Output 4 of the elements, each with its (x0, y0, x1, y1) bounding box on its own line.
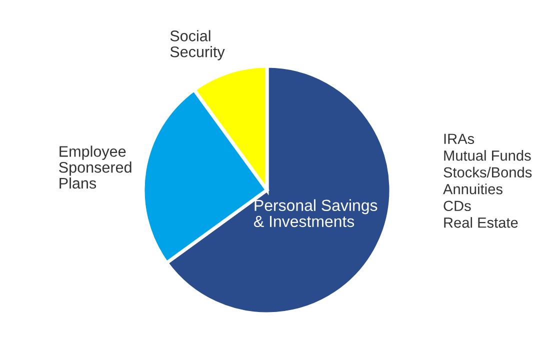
text: IRAs Mutual Funds Stocks/Bonds Annuities CDs Real Estate (443, 134, 532, 228)
slice-label: Personal Savings & Investments (254, 199, 378, 228)
slice-label: Employee Sponsered Plans (59, 146, 132, 189)
slice-label: Social Security (170, 30, 225, 60)
